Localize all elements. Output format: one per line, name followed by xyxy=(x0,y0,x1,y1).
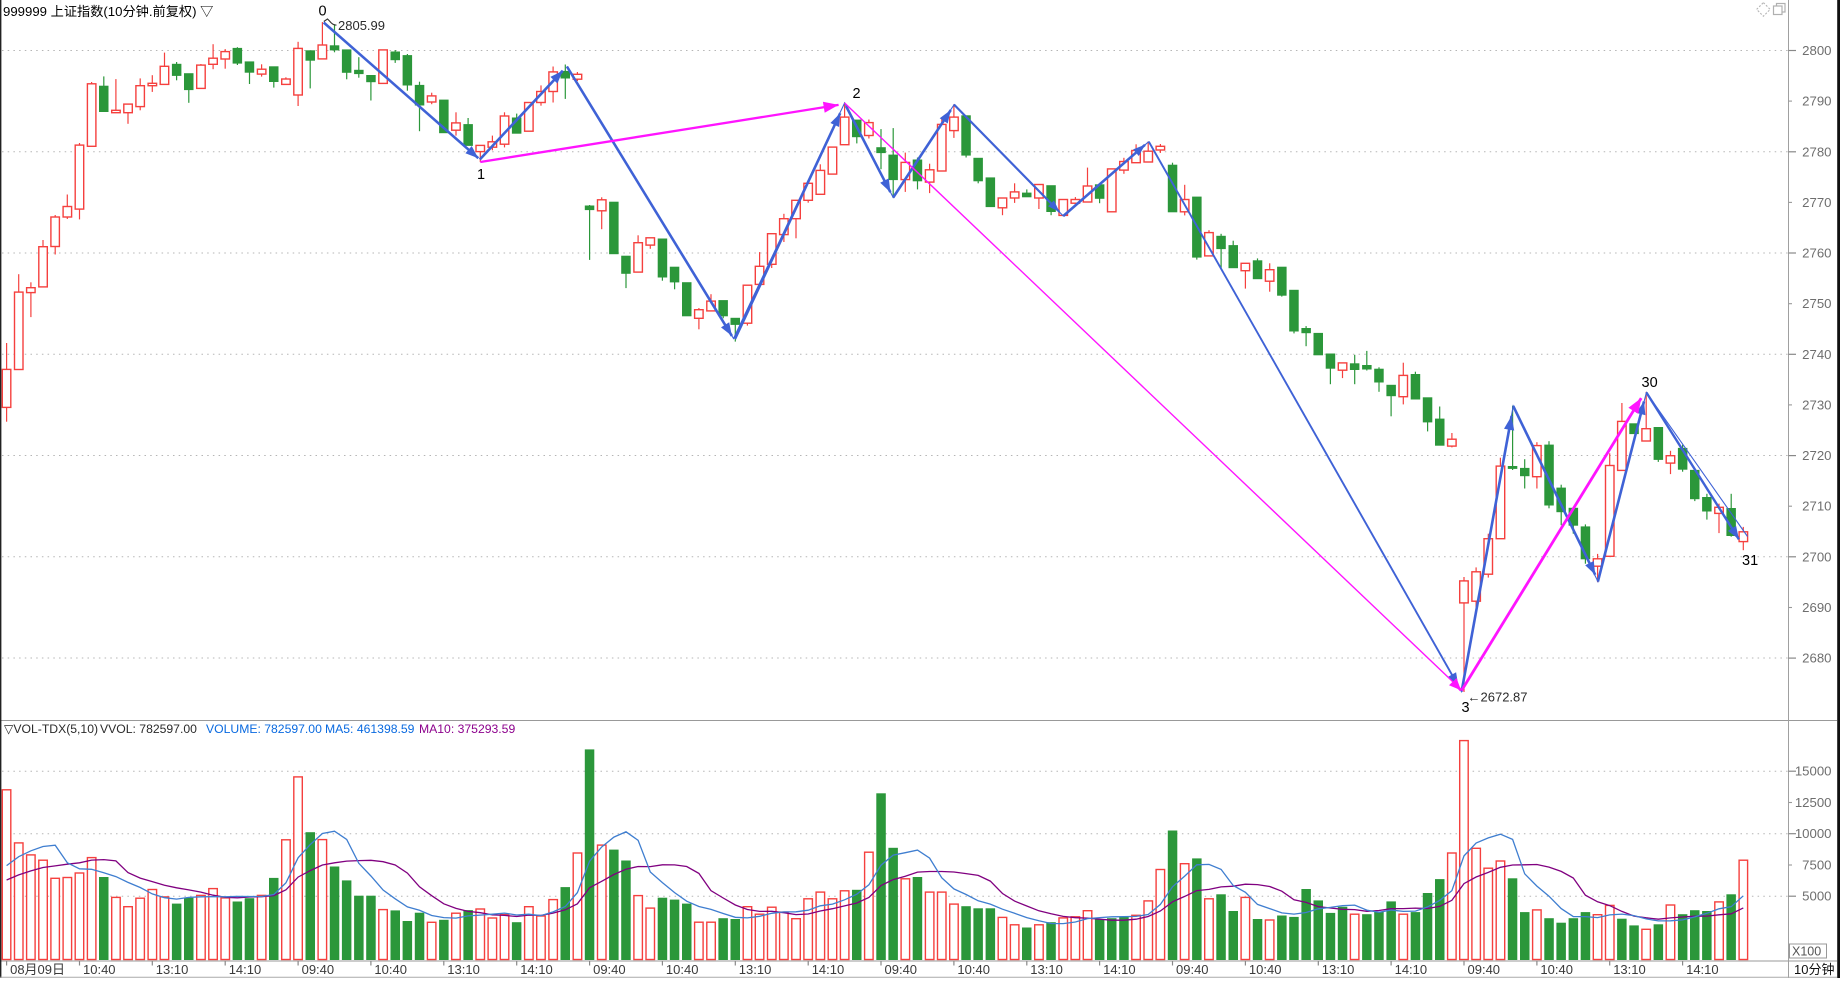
svg-text:10分钟: 10分钟 xyxy=(1794,962,1834,977)
svg-text:2780: 2780 xyxy=(1802,144,1831,159)
svg-text:2805.99: 2805.99 xyxy=(338,18,385,33)
svg-text:13:10: 13:10 xyxy=(1030,962,1063,977)
svg-text:14:10: 14:10 xyxy=(812,962,845,977)
svg-text:13:10: 13:10 xyxy=(739,962,772,977)
svg-text:2680: 2680 xyxy=(1802,651,1831,666)
svg-text:14:10: 14:10 xyxy=(1103,962,1136,977)
svg-text:10000: 10000 xyxy=(1795,826,1832,841)
svg-text:2730: 2730 xyxy=(1802,397,1831,412)
svg-text:2700: 2700 xyxy=(1802,549,1831,564)
svg-text:14:10: 14:10 xyxy=(1686,962,1719,977)
svg-text:←2672.87: ←2672.87 xyxy=(1468,690,1528,705)
svg-text:7500: 7500 xyxy=(1802,858,1831,873)
svg-text:2710: 2710 xyxy=(1802,499,1831,514)
svg-text:14:10: 14:10 xyxy=(229,962,262,977)
svg-text:5000: 5000 xyxy=(1802,889,1831,904)
svg-text:VVOL: 782597.00: VVOL: 782597.00 xyxy=(100,722,197,736)
svg-text:2690: 2690 xyxy=(1802,600,1831,615)
svg-text:08月09日: 08月09日 xyxy=(10,962,65,977)
svg-text:MA5: 461398.59: MA5: 461398.59 xyxy=(325,722,415,736)
svg-text:3: 3 xyxy=(1462,700,1470,716)
svg-text:15000: 15000 xyxy=(1795,764,1832,779)
svg-text:VOLUME: 782597.00: VOLUME: 782597.00 xyxy=(206,722,322,736)
svg-text:0: 0 xyxy=(319,4,327,20)
svg-text:13:10: 13:10 xyxy=(156,962,189,977)
svg-text:12500: 12500 xyxy=(1795,795,1832,810)
svg-text:09:40: 09:40 xyxy=(885,962,918,977)
svg-text:2750: 2750 xyxy=(1802,296,1831,311)
svg-text:MA10: 375293.59: MA10: 375293.59 xyxy=(419,722,515,736)
svg-text:30: 30 xyxy=(1642,375,1658,391)
svg-text:13:10: 13:10 xyxy=(447,962,480,977)
svg-text:10:40: 10:40 xyxy=(1249,962,1282,977)
svg-text:14:10: 14:10 xyxy=(520,962,553,977)
svg-text:2740: 2740 xyxy=(1802,347,1831,362)
svg-text:10:40: 10:40 xyxy=(374,962,407,977)
svg-text:13:10: 13:10 xyxy=(1322,962,1355,977)
svg-text:10:40: 10:40 xyxy=(957,962,990,977)
svg-text:1: 1 xyxy=(477,167,485,183)
svg-text:10:40: 10:40 xyxy=(1540,962,1573,977)
svg-text:▽VOL-TDX(5,10): ▽VOL-TDX(5,10) xyxy=(4,722,98,736)
svg-text:2800: 2800 xyxy=(1802,43,1831,58)
svg-text:2720: 2720 xyxy=(1802,448,1831,463)
svg-text:14:10: 14:10 xyxy=(1395,962,1428,977)
svg-text:2: 2 xyxy=(853,86,861,102)
svg-text:X100: X100 xyxy=(1792,945,1821,959)
svg-text:13:10: 13:10 xyxy=(1613,962,1646,977)
svg-text:09:40: 09:40 xyxy=(302,962,335,977)
svg-text:10:40: 10:40 xyxy=(666,962,699,977)
svg-text:2760: 2760 xyxy=(1802,246,1831,261)
svg-text:09:40: 09:40 xyxy=(1176,962,1209,977)
svg-text:2790: 2790 xyxy=(1802,94,1831,109)
svg-text:31: 31 xyxy=(1742,553,1758,569)
svg-text:09:40: 09:40 xyxy=(1468,962,1501,977)
svg-text:10:40: 10:40 xyxy=(83,962,116,977)
svg-text:2770: 2770 xyxy=(1802,195,1831,210)
svg-text:09:40: 09:40 xyxy=(593,962,626,977)
svg-text:999999 上证指数(10分钟.前复权) ▽: 999999 上证指数(10分钟.前复权) ▽ xyxy=(3,3,213,19)
